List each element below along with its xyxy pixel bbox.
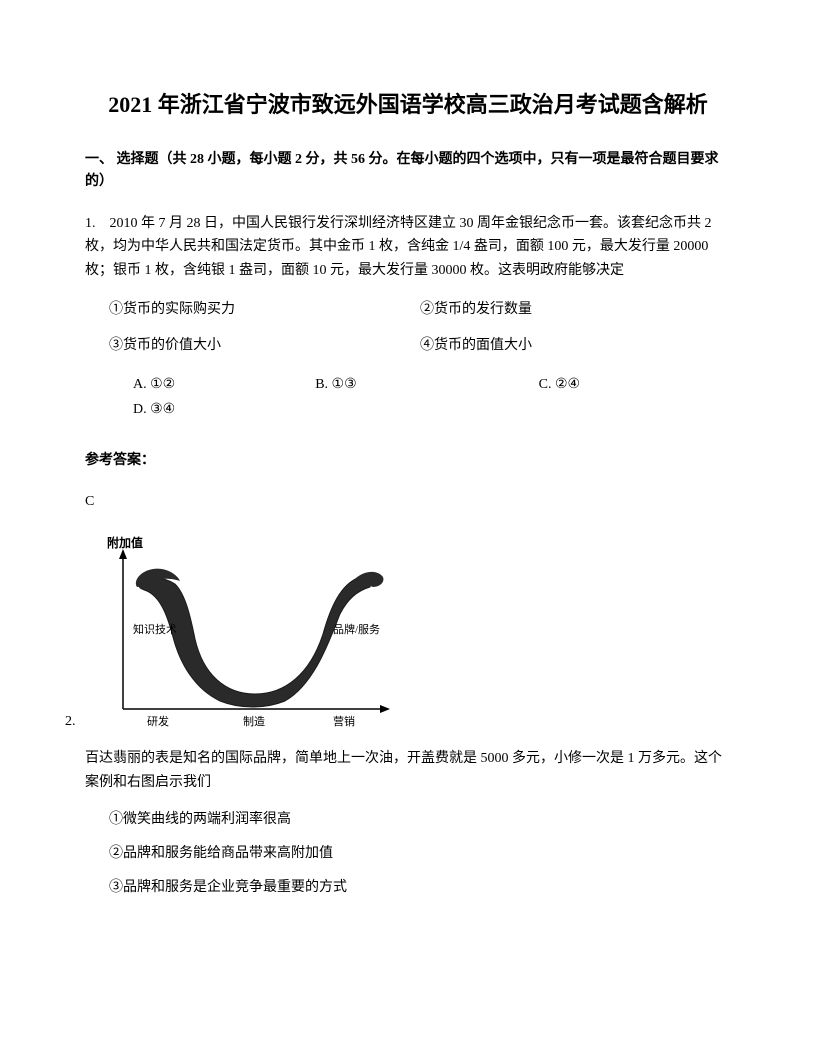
- left-curve-label: 知识技术: [133, 622, 177, 636]
- page-title: 2021 年浙江省宁波市致远外国语学校高三政治月考试题含解析: [85, 90, 731, 121]
- q1-opt2: ②货币的发行数量: [420, 299, 731, 321]
- q1-choices: A. ①② B. ①③ C. ②④ D. ③④: [85, 372, 731, 422]
- q1-text: 1. 2010 年 7 月 28 日，中国人民银行发行深圳经济特区建立 30 周…: [85, 212, 731, 283]
- q1-opt4: ④货币的面值大小: [420, 335, 731, 357]
- section-header: 一、 选择题（共 28 小题，每小题 2 分，共 56 分。在每小题的四个选项中…: [85, 149, 731, 194]
- q1-options-row2: ③货币的价值大小 ④货币的面值大小: [85, 335, 731, 357]
- smile-curve-chart: 附加值 知识技术 品牌/服务 研发 制造 营销 2.: [85, 529, 405, 739]
- y-axis-label: 附加值: [107, 535, 143, 550]
- q2-number: 2.: [65, 711, 76, 733]
- q2-text: 百达翡丽的表是知名的国际品牌，简单地上一次油，开盖费就是 5000 多元，小修一…: [85, 747, 731, 795]
- q2-opt1: ①微笑曲线的两端利润率很高: [85, 809, 731, 831]
- q1-options-row1: ①货币的实际购买力 ②货币的发行数量: [85, 299, 731, 321]
- answer-label: 参考答案：: [85, 450, 731, 472]
- q1-opt1: ①货币的实际购买力: [109, 299, 420, 321]
- chart-svg: 附加值 知识技术 品牌/服务 研发 制造 营销: [85, 529, 405, 739]
- q1-opt3: ③货币的价值大小: [109, 335, 420, 357]
- q2-opt3: ③品牌和服务是企业竞争最重要的方式: [85, 877, 731, 899]
- x-label-2: 制造: [243, 714, 265, 728]
- x-label-1: 研发: [147, 714, 169, 728]
- q2-opt2: ②品牌和服务能给商品带来高附加值: [85, 843, 731, 865]
- answer-value: C: [85, 491, 731, 513]
- right-curve-label: 品牌/服务: [333, 622, 380, 636]
- x-label-3: 营销: [333, 714, 355, 728]
